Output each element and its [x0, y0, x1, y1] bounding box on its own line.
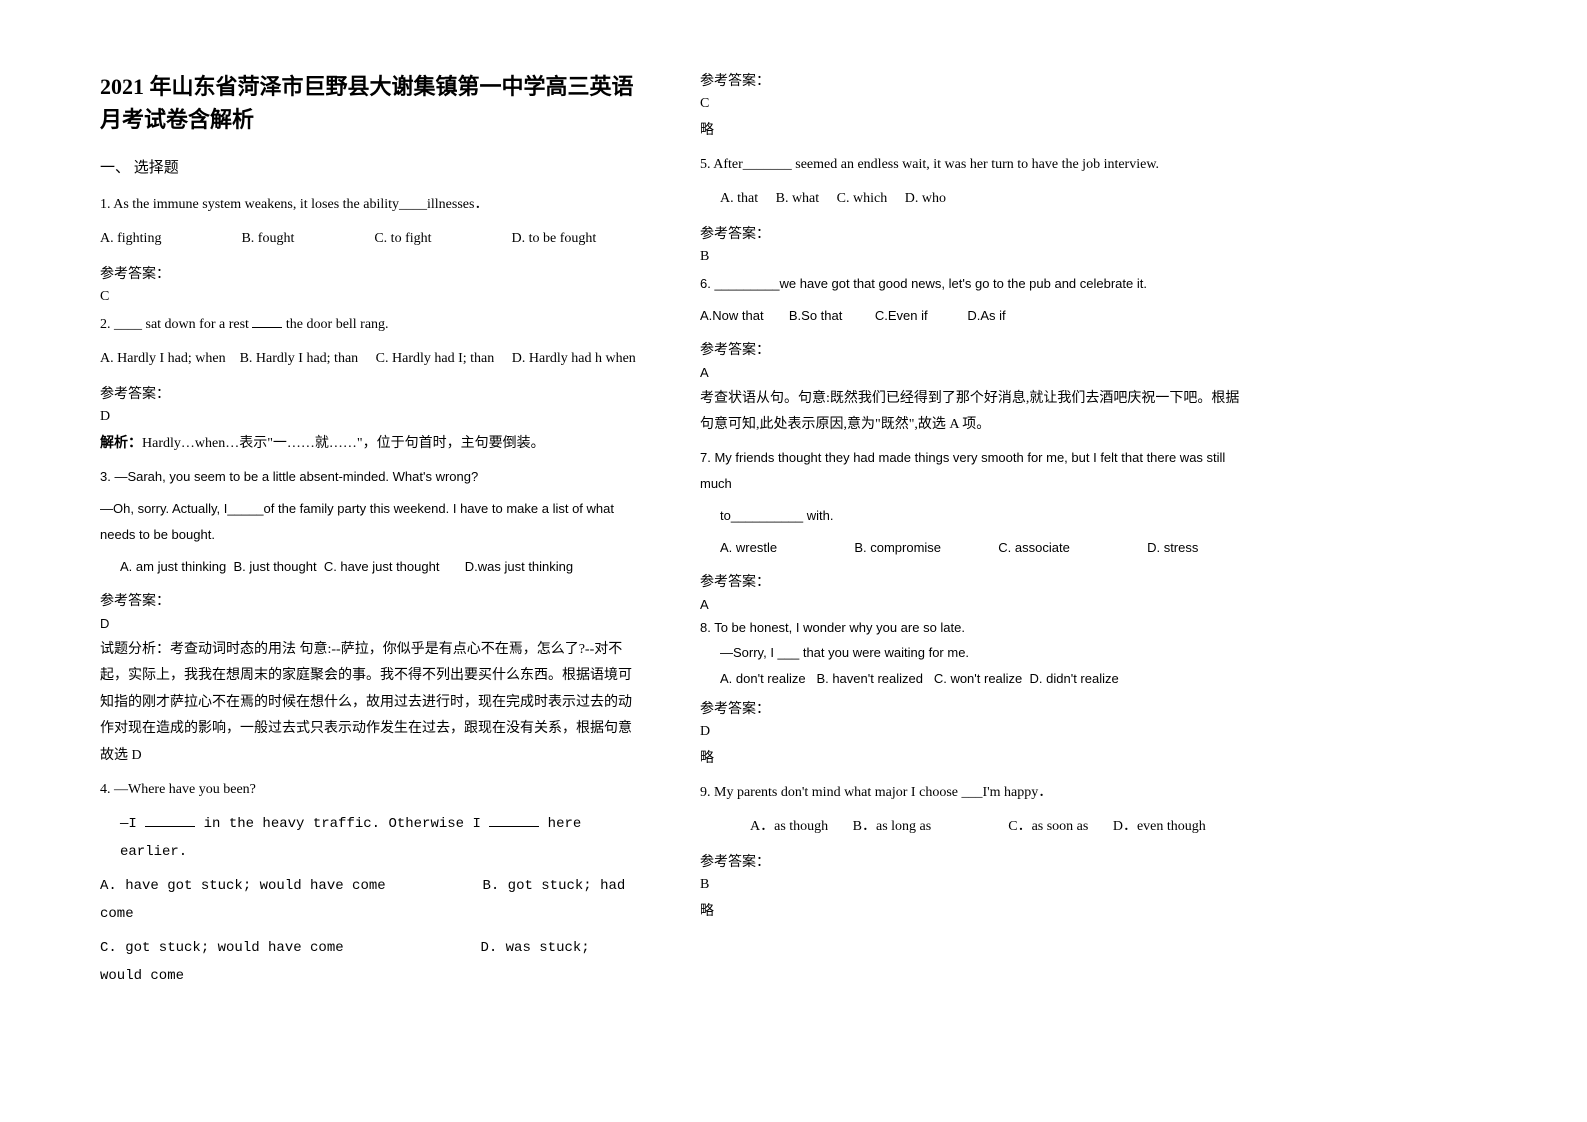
q6-text: 6. _________we have got that good news, …	[700, 271, 1240, 297]
q8-opt-b: B. haven't realized	[816, 671, 923, 686]
q3-line1: 3. —Sarah, you seem to be a little absen…	[100, 464, 640, 490]
q3-options: A. am just thinking B. just thought C. h…	[100, 554, 640, 580]
q4-omit: 略	[700, 118, 1240, 145]
q5-opt-b: B. what	[776, 191, 820, 206]
q2-options: A. Hardly I had; when B. Hardly I had; t…	[100, 345, 640, 373]
q4-options-row2: C. got stuck; would have come D. was stu…	[100, 934, 640, 990]
blank-icon	[145, 826, 195, 827]
q4-options-row1: A. have got stuck; would have come B. go…	[100, 872, 640, 928]
q1-options: A. fighting B. fought C. to fight D. to …	[100, 225, 640, 253]
q5-ans: B	[700, 249, 1240, 265]
q4-ans: C	[700, 96, 1240, 112]
q4-l2a: —I	[120, 816, 145, 832]
q5-text: 5. After_______ seemed an endless wait, …	[700, 151, 1240, 179]
q8-opt-c: C. won't realize	[934, 671, 1022, 686]
q1-opt-a: A. fighting	[100, 225, 161, 253]
q6-ans-label: 参考答案：	[700, 339, 1240, 359]
q2-text-b: the door bell rang.	[282, 317, 388, 332]
q1-ans: C	[100, 289, 640, 305]
q9-opt-c: C．as soon as	[1008, 819, 1088, 834]
q6-opt-d: D.As if	[967, 308, 1005, 323]
q9-opt-d: D．even though	[1113, 819, 1206, 834]
q7-ans: A	[700, 597, 1240, 612]
q4-l2b: in the heavy traffic. Otherwise I	[195, 816, 489, 832]
q9-opt-a: A．as though	[750, 819, 828, 834]
q1-text: 1. As the immune system weakens, it lose…	[100, 191, 640, 219]
q2-text-a: 2. ____ sat down for a rest	[100, 317, 252, 332]
q7-ans-label: 参考答案：	[700, 571, 1240, 591]
q9-ans: B	[700, 877, 1240, 893]
q4-line2: —I in the heavy traffic. Otherwise I her…	[100, 810, 640, 866]
q9-text: 9. My parents don't mind what major I ch…	[700, 779, 1240, 807]
q8-line1: 8. To be honest, I wonder why you are so…	[700, 618, 1240, 638]
q7-line1: 7. My friends thought they had made thin…	[700, 445, 1240, 497]
q5-opt-a: A. that	[720, 191, 758, 206]
q2-ans-label: 参考答案：	[100, 383, 640, 403]
q5-options: A. that B. what C. which D. who	[700, 185, 1240, 213]
q1-opt-c: C. to fight	[374, 225, 431, 253]
q4-opt-a: A. have got stuck; would have come	[100, 878, 386, 894]
q5-opt-d: D. who	[905, 191, 946, 206]
page-container: 2021 年山东省菏泽市巨野县大谢集镇第一中学高三英语月考试卷含解析 一、 选择…	[0, 0, 1587, 1122]
q7-opt-c: C. associate	[998, 540, 1070, 555]
q8-options: A. don't realize B. haven't realized C. …	[700, 669, 1240, 689]
q2-explain-label: 解析：	[100, 436, 142, 451]
q1-opt-d: D. to be fought	[512, 225, 597, 253]
q3-opt-d: D.was just thinking	[465, 559, 573, 574]
q2-opt-d: D. Hardly had h when	[512, 351, 636, 366]
q6-options: A.Now that B.So that C.Even if D.As if	[700, 303, 1240, 329]
q3-explain: 试题分析：考查动词时态的用法 句意:--萨拉，你似乎是有点心不在焉，怎么了?--…	[100, 637, 640, 770]
blank-icon	[489, 826, 539, 827]
q7-opt-a: A. wrestle	[720, 540, 777, 555]
q7-line2: to__________ with.	[700, 503, 1240, 529]
q6-opt-c: C.Even if	[875, 308, 928, 323]
q3-ans-label: 参考答案：	[100, 590, 640, 610]
q3-ans: D	[100, 616, 640, 631]
q8-ans: D	[700, 724, 1240, 740]
q8-line2: —Sorry, I ___ that you were waiting for …	[700, 643, 1240, 663]
q9-omit: 略	[700, 899, 1240, 926]
section-heading: 一、 选择题	[100, 156, 640, 177]
right-column: 参考答案： C 略 5. After_______ seemed an endl…	[670, 70, 1240, 1082]
q6-opt-a: A.Now that	[700, 308, 764, 323]
q6-opt-b: B.So that	[789, 308, 842, 323]
q3-opt-b: B. just thought	[233, 559, 316, 574]
q7-options: A. wrestle B. compromise C. associate D.…	[700, 535, 1240, 561]
q2-text: 2. ____ sat down for a rest the door bel…	[100, 311, 640, 339]
q5-ans-label: 参考答案：	[700, 223, 1240, 243]
q3-line2: —Oh, sorry. Actually, I_____of the famil…	[100, 496, 640, 548]
q4-ans-label: 参考答案：	[700, 70, 1240, 90]
q2-explain: 解析：Hardly…when…表示"一……就……"，位于句首时，主句要倒装。	[100, 431, 640, 458]
q9-options: A．as though B．as long as C．as soon as D．…	[700, 813, 1240, 841]
q4-opt-c: C. got stuck; would have come	[100, 940, 344, 956]
q8-omit: 略	[700, 746, 1240, 773]
q8-opt-a: A. don't realize	[720, 671, 806, 686]
blank-icon	[252, 327, 282, 328]
q2-opt-a: A. Hardly I had; when	[100, 351, 226, 366]
q2-opt-c: C. Hardly had I; than	[376, 351, 495, 366]
q8-opt-d: D. didn't realize	[1030, 671, 1119, 686]
q6-ans: A	[700, 365, 1240, 380]
q8-ans-label: 参考答案：	[700, 698, 1240, 718]
page-title: 2021 年山东省菏泽市巨野县大谢集镇第一中学高三英语月考试卷含解析	[100, 70, 640, 136]
q2-explain-text: Hardly…when…表示"一……就……"，位于句首时，主句要倒装。	[142, 436, 545, 451]
q9-opt-b: B．as long as	[853, 819, 932, 834]
q9-ans-label: 参考答案：	[700, 851, 1240, 871]
q7-opt-d: D. stress	[1147, 540, 1198, 555]
q5-opt-c: C. which	[837, 191, 888, 206]
q6-explain: 考查状语从句。句意:既然我们已经得到了那个好消息,就让我们去酒吧庆祝一下吧。根据…	[700, 386, 1240, 439]
q2-ans: D	[100, 409, 640, 425]
q1-opt-b: B. fought	[241, 225, 294, 253]
q7-opt-b: B. compromise	[854, 540, 941, 555]
q2-opt-b: B. Hardly I had; than	[240, 351, 359, 366]
q4-line1: 4. —Where have you been?	[100, 776, 640, 804]
left-column: 2021 年山东省菏泽市巨野县大谢集镇第一中学高三英语月考试卷含解析 一、 选择…	[100, 70, 670, 1082]
q1-ans-label: 参考答案：	[100, 263, 640, 283]
q3-opt-c: C. have just thought	[324, 559, 440, 574]
q3-opt-a: A. am just thinking	[120, 559, 226, 574]
